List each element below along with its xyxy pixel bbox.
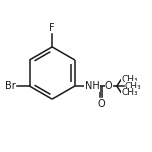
Text: Br: Br xyxy=(5,81,16,91)
Text: NH: NH xyxy=(85,81,100,91)
Text: CH₃: CH₃ xyxy=(121,75,138,84)
Text: O: O xyxy=(97,99,105,109)
Text: O: O xyxy=(105,81,112,91)
Text: CH₃: CH₃ xyxy=(125,82,142,91)
Text: F: F xyxy=(49,23,55,33)
Text: CH₃: CH₃ xyxy=(121,88,138,97)
